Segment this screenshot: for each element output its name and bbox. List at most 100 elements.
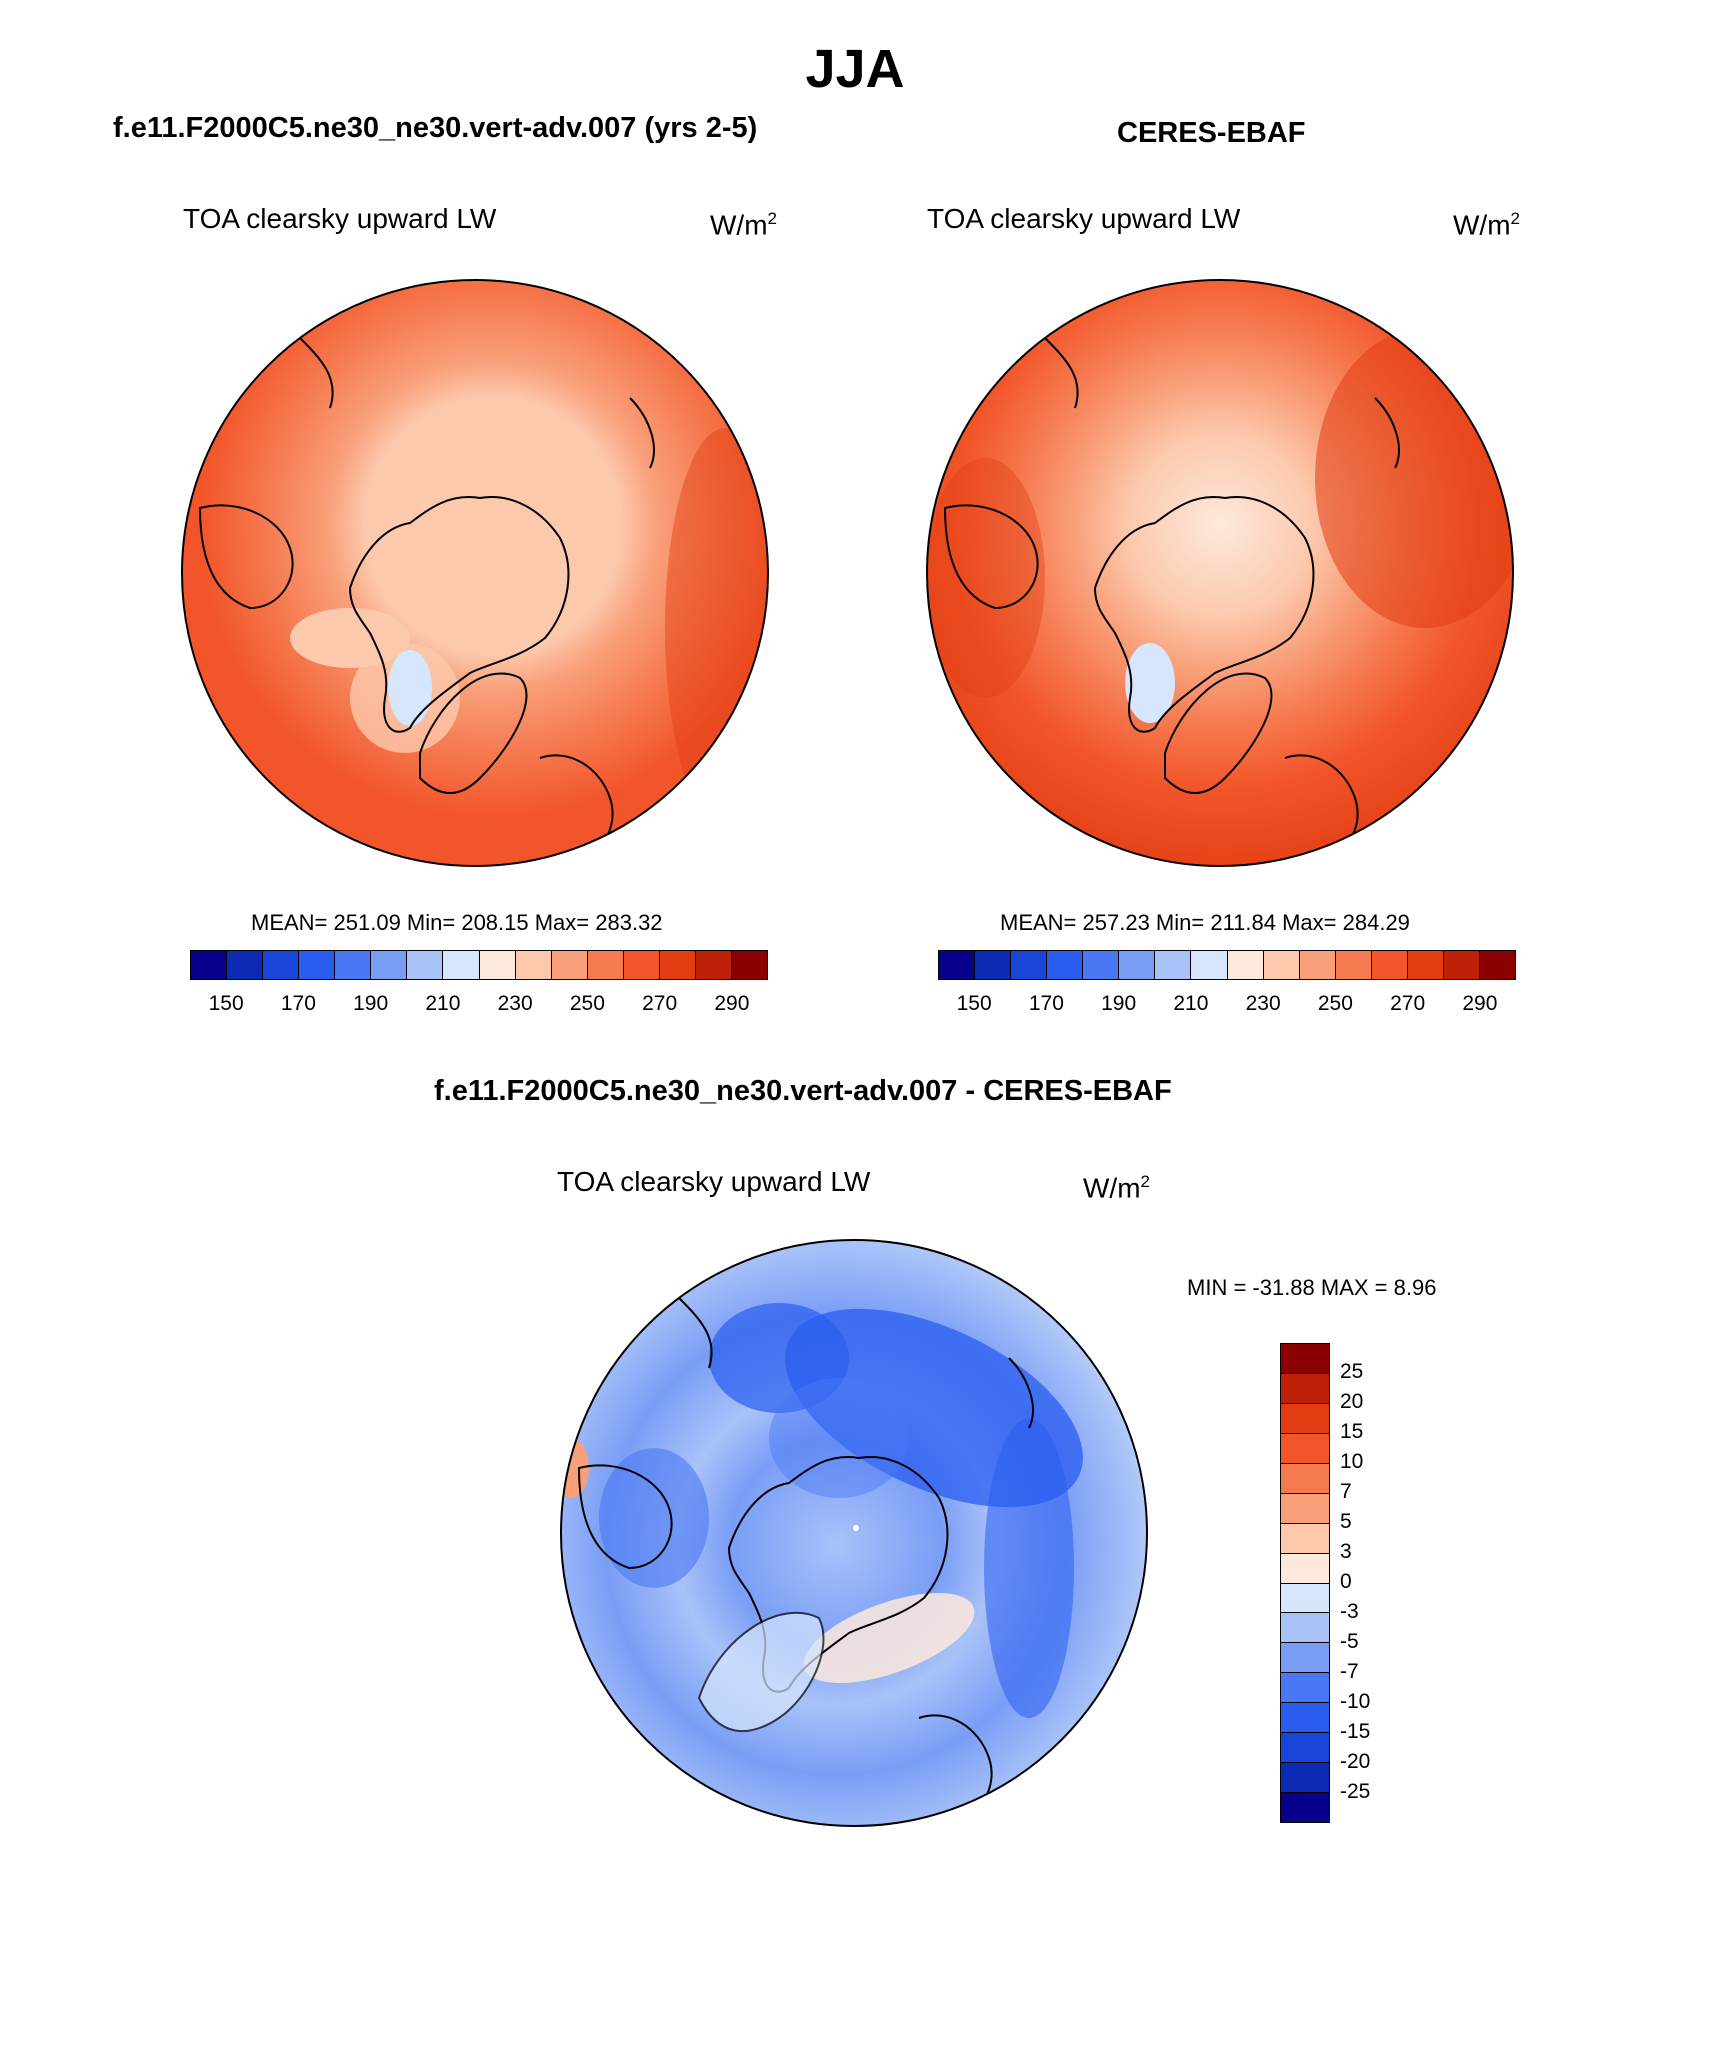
diff-colorbar-box — [1281, 1733, 1329, 1764]
model-colorbar-tick-label: 290 — [714, 992, 750, 1015]
model-colorbar-box — [695, 951, 732, 979]
obs-polar-map — [926, 279, 1514, 867]
obs-colorbar-box — [1479, 951, 1515, 979]
model-colorbar-ticks: 150 170 190 210 230 250 270 290 — [190, 992, 768, 1022]
diff-colorbar-tick-label: 20 — [1340, 1390, 1364, 1413]
model-run-title: f.e11.F2000C5.ne30_ne30.vert-adv.007 (yr… — [113, 112, 758, 144]
model-colorbar-tick-label: 190 — [353, 992, 389, 1015]
model-colorbar-tick-label: 210 — [425, 992, 461, 1015]
model-colorbar-box — [263, 951, 300, 979]
model-variable-label: TOA clearsky upward LW — [183, 203, 497, 234]
obs-colorbar-tick-label: 290 — [1462, 992, 1498, 1015]
model-colorbar-box — [731, 951, 767, 979]
obs-colorbar-box — [1119, 951, 1156, 979]
obs-colorbar-box — [1263, 951, 1300, 979]
diff-colorbar-tick-label: -3 — [1340, 1600, 1359, 1623]
obs-colorbar-box — [1335, 951, 1372, 979]
diff-colorbar-tick-label: 0 — [1340, 1570, 1352, 1593]
diff-colorbar-tick-label: -15 — [1340, 1720, 1371, 1743]
diff-colorbar-tick-label: -10 — [1340, 1690, 1371, 1713]
diff-stats: MIN = -31.88 MAX = 8.96 — [1187, 1275, 1437, 1300]
obs-colorbar-box — [1047, 951, 1084, 979]
obs-colorbar-tick-label: 150 — [956, 992, 992, 1015]
diff-colorbar-box — [1281, 1373, 1329, 1404]
model-units-label: W/m2 — [710, 209, 777, 241]
diff-colorbar-tick-label: -5 — [1340, 1630, 1359, 1653]
diff-colorbar-tick-label: 7 — [1340, 1480, 1352, 1503]
diff-run-title: f.e11.F2000C5.ne30_ne30.vert-adv.007 - C… — [434, 1075, 1172, 1107]
obs-colorbar-box — [1299, 951, 1336, 979]
model-colorbar-box — [371, 951, 408, 979]
obs-colorbar-box — [1083, 951, 1120, 979]
diff-variable-label: TOA clearsky upward LW — [557, 1166, 871, 1197]
diff-colorbar-ticks: 25 20 15 10 7 5 3 0 -3 -5 -7 -10 -15 -20 -25 — [1340, 1343, 1420, 1823]
obs-units-label: W/m2 — [1453, 209, 1520, 241]
model-colorbar-box — [443, 951, 480, 979]
diff-colorbar-tick-label: 5 — [1340, 1510, 1352, 1533]
diff-colorbar-tick-label: -25 — [1340, 1780, 1371, 1803]
figure-title: JJA — [805, 39, 905, 99]
model-colorbar-tick-label: 170 — [280, 992, 316, 1015]
model-colorbar-box — [335, 951, 372, 979]
obs-colorbar-tick-label: 230 — [1245, 992, 1281, 1015]
model-colorbar-tick-label: 150 — [208, 992, 244, 1015]
diff-colorbar-box — [1281, 1463, 1329, 1494]
model-colorbar-tick-label: 230 — [497, 992, 533, 1015]
diff-colorbar-box — [1281, 1433, 1329, 1464]
obs-colorbar-box — [1155, 951, 1192, 979]
obs-stats: MEAN= 257.23 Min= 211.84 Max= 284.29 — [1000, 910, 1410, 935]
obs-colorbar — [938, 950, 1516, 980]
model-colorbar-tick-label: 250 — [569, 992, 605, 1015]
diff-colorbar-box — [1281, 1583, 1329, 1614]
diff-colorbar-box — [1281, 1493, 1329, 1524]
model-colorbar-box — [623, 951, 660, 979]
diff-colorbar-box — [1281, 1344, 1329, 1374]
model-colorbar-tick-label: 270 — [642, 992, 678, 1015]
model-stats: MEAN= 251.09 Min= 208.15 Max= 283.32 — [251, 910, 663, 935]
diff-colorbar-tick-label: 10 — [1340, 1450, 1364, 1473]
diff-polar-map — [560, 1239, 1148, 1827]
model-colorbar-box — [551, 951, 588, 979]
diff-units-label: W/m2 — [1083, 1172, 1150, 1204]
model-colorbar-box — [227, 951, 264, 979]
diff-colorbar-box — [1281, 1793, 1329, 1822]
obs-colorbar-box — [939, 951, 976, 979]
diff-colorbar-tick-label: 25 — [1340, 1360, 1364, 1383]
model-polar-map — [181, 279, 769, 867]
obs-colorbar-box — [1227, 951, 1264, 979]
obs-colorbar-box — [1371, 951, 1408, 979]
diff-colorbar-box — [1281, 1403, 1329, 1434]
obs-colorbar-box — [1407, 951, 1444, 979]
diff-colorbar-tick-label: 3 — [1340, 1540, 1352, 1563]
obs-colorbar-tick-label: 210 — [1173, 992, 1209, 1015]
diff-colorbar-box — [1281, 1703, 1329, 1734]
obs-colorbar-box — [1011, 951, 1048, 979]
obs-variable-label: TOA clearsky upward LW — [927, 203, 1241, 234]
model-colorbar-box — [587, 951, 624, 979]
model-colorbar-box — [407, 951, 444, 979]
obs-colorbar-tick-label: 270 — [1390, 992, 1426, 1015]
diff-colorbar-box — [1281, 1613, 1329, 1644]
model-colorbar-box — [515, 951, 552, 979]
obs-colorbar-tick-label: 170 — [1028, 992, 1064, 1015]
diff-colorbar-box — [1281, 1673, 1329, 1704]
obs-colorbar-tick-label: 250 — [1317, 992, 1353, 1015]
model-colorbar-box — [479, 951, 516, 979]
obs-colorbar-tick-label: 190 — [1101, 992, 1137, 1015]
diff-colorbar-box — [1281, 1643, 1329, 1674]
diff-colorbar-box — [1281, 1763, 1329, 1794]
obs-run-title: CERES-EBAF — [1117, 117, 1306, 149]
diff-colorbar-box — [1281, 1523, 1329, 1554]
obs-colorbar-box — [1443, 951, 1480, 979]
obs-colorbar-box — [975, 951, 1012, 979]
diff-colorbar-tick-label: -20 — [1340, 1750, 1371, 1773]
model-colorbar-box — [299, 951, 336, 979]
obs-colorbar-box — [1191, 951, 1228, 979]
model-colorbar-box — [659, 951, 696, 979]
model-colorbar-box — [191, 951, 228, 979]
diff-colorbar-box — [1281, 1553, 1329, 1584]
diff-colorbar-tick-label: 15 — [1340, 1420, 1364, 1443]
obs-colorbar-ticks: 150 170 190 210 230 250 270 290 — [938, 992, 1516, 1022]
diff-colorbar — [1280, 1343, 1330, 1823]
model-colorbar — [190, 950, 768, 980]
